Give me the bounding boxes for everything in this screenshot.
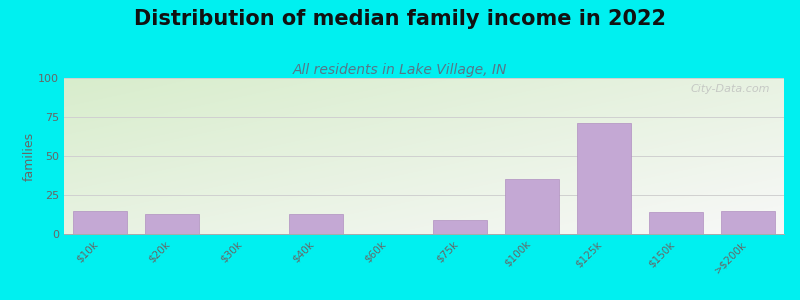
Bar	[505, 179, 559, 234]
Text: All residents in Lake Village, IN: All residents in Lake Village, IN	[293, 63, 507, 77]
Text: Distribution of median family income in 2022: Distribution of median family income in …	[134, 9, 666, 29]
Y-axis label: families: families	[22, 131, 35, 181]
Bar	[433, 220, 487, 234]
Bar	[73, 211, 127, 234]
Bar	[649, 212, 703, 234]
Bar	[721, 211, 775, 234]
Bar	[289, 214, 343, 234]
Bar	[577, 123, 631, 234]
Text: City-Data.com: City-Data.com	[690, 84, 770, 94]
Bar	[145, 214, 199, 234]
